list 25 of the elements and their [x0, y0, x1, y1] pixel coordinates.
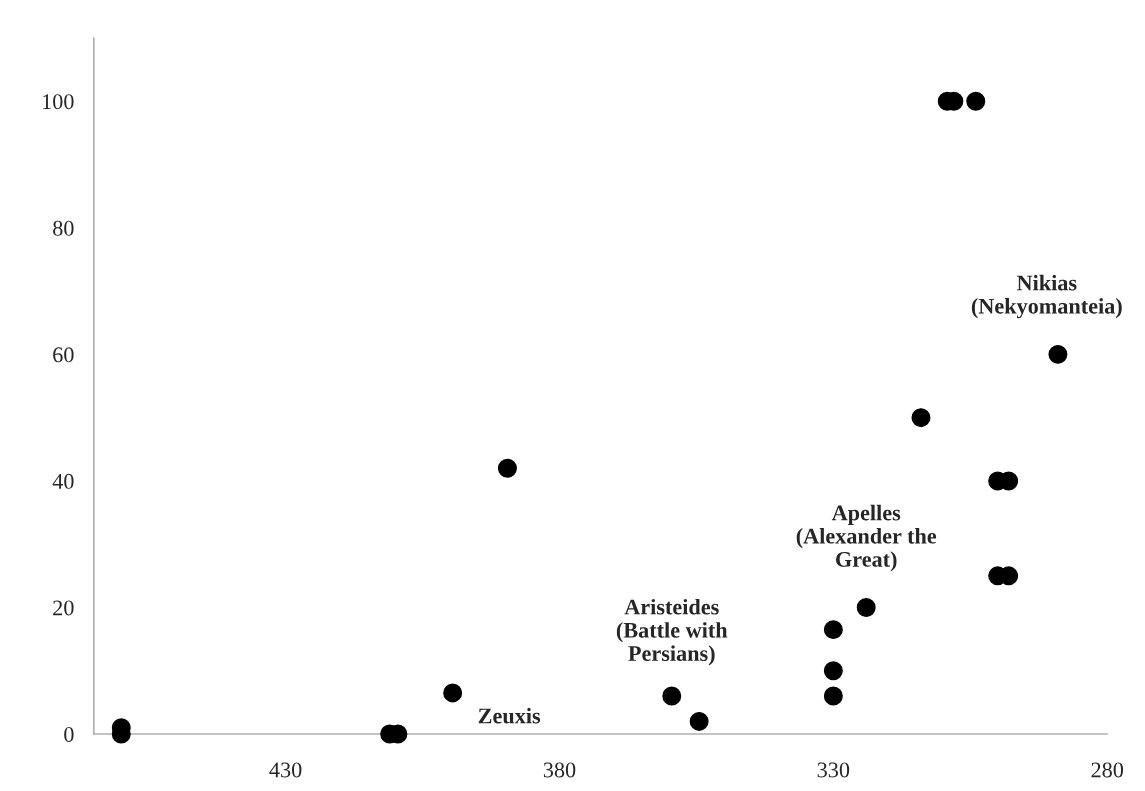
- annotation: Zeuxis: [478, 707, 541, 724]
- y-tick-label: 100: [43, 94, 74, 110]
- annotation: Aristeides (Battle with Persians): [616, 598, 728, 666]
- point: [911, 408, 931, 428]
- point: [662, 686, 682, 706]
- x-tick-label: 330: [817, 762, 850, 778]
- point: [497, 458, 517, 478]
- x-tick-label: 430: [269, 762, 302, 778]
- annotation: Nikias (Nekyomanteia): [971, 274, 1122, 319]
- annotation: Apelles (Alexander the Great): [796, 504, 937, 572]
- y-tick-label: 20: [53, 600, 74, 616]
- point: [1048, 344, 1068, 364]
- x-tick-label: 280: [1091, 762, 1124, 778]
- point: [689, 711, 709, 731]
- point: [443, 683, 463, 703]
- x-tick-label: 380: [543, 762, 576, 778]
- y-tick-label: 60: [53, 347, 74, 363]
- point: [823, 686, 843, 706]
- y-tick-label: 0: [64, 726, 74, 742]
- y-tick-label: 40: [52, 473, 74, 489]
- point: [966, 91, 986, 111]
- point: [856, 597, 876, 617]
- y-tick-label: 80: [53, 220, 74, 236]
- point: [823, 661, 843, 681]
- point: [823, 620, 843, 640]
